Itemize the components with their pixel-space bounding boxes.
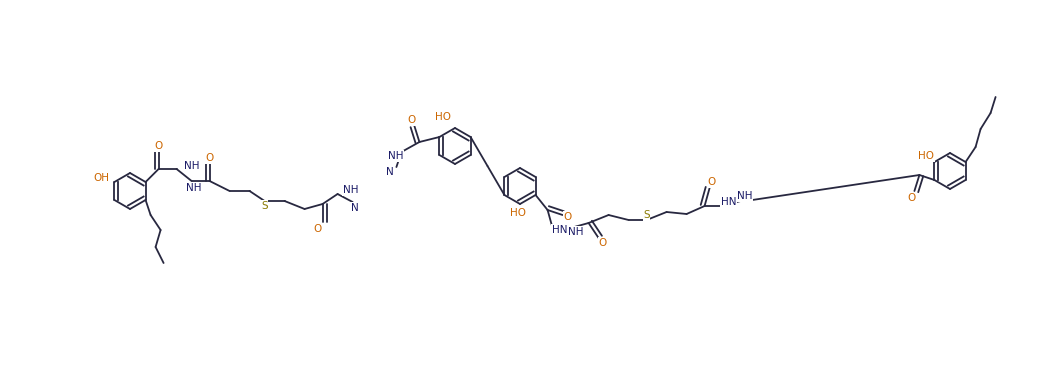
Text: NH: NH: [737, 191, 753, 201]
Text: OH: OH: [93, 173, 109, 183]
Text: O: O: [314, 224, 321, 234]
Text: HN: HN: [721, 197, 736, 207]
Text: HN: HN: [552, 225, 567, 235]
Text: N: N: [351, 203, 358, 213]
Text: HO: HO: [919, 151, 934, 161]
Text: O: O: [708, 177, 716, 187]
Text: O: O: [564, 212, 571, 222]
Text: O: O: [206, 153, 214, 163]
Text: NH: NH: [387, 151, 403, 161]
Text: N: N: [385, 167, 394, 177]
Text: O: O: [598, 238, 607, 248]
Text: NH: NH: [184, 161, 200, 171]
Text: O: O: [154, 141, 163, 151]
Text: HO: HO: [435, 112, 452, 122]
Text: S: S: [261, 201, 268, 211]
Text: O: O: [907, 193, 916, 203]
Text: HO: HO: [510, 208, 526, 218]
Text: NH: NH: [568, 227, 584, 237]
Text: NH: NH: [342, 185, 358, 195]
Text: O: O: [407, 115, 416, 125]
Text: NH: NH: [186, 183, 202, 193]
Text: S: S: [644, 210, 650, 220]
